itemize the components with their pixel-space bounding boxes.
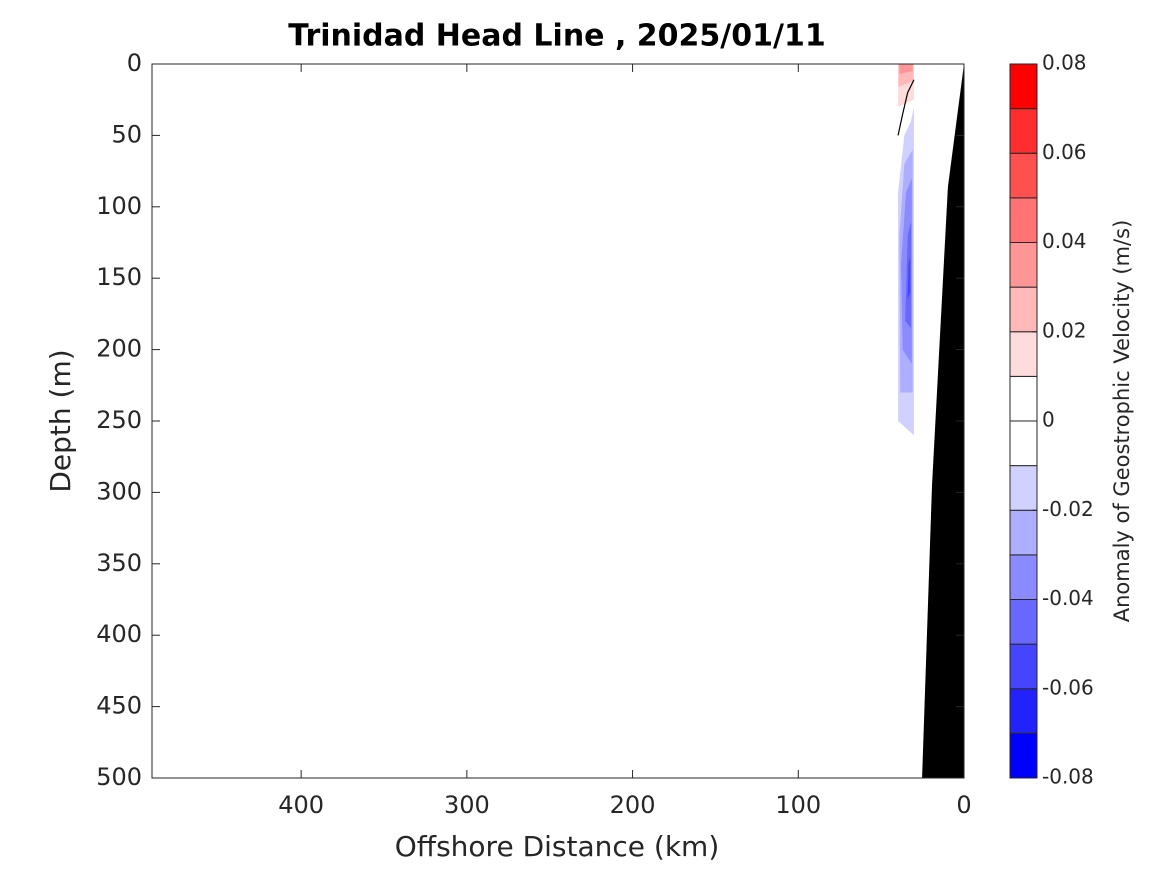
y-axis-label: Depth (m) [44,349,77,492]
y-tick-label: 150 [96,263,142,291]
y-tick-label: 450 [96,692,142,720]
colorbar-band [1009,732,1038,779]
y-tick-label: 0 [127,49,142,77]
y-tick-label: 400 [96,620,142,648]
y-tick-label: 300 [96,477,142,505]
x-tick-label: 300 [444,791,490,819]
colorbar-band [1009,197,1038,243]
colorbar-tick-label: 0.04 [1042,229,1087,253]
colorbar-tick-label: 0.08 [1042,51,1087,75]
contour-region [899,64,913,74]
colorbar-label: Anomaly of Geostrophic Velocity (m/s) [1110,220,1134,623]
y-tick-label: 500 [96,763,142,791]
colorbar-band [1009,643,1038,690]
colorbar-tick-label: -0.08 [1042,765,1094,789]
colorbar-band [1009,420,1038,467]
colorbar-band [1009,599,1038,645]
colorbar-band [1009,242,1038,288]
x-tick-label: 100 [775,791,821,819]
x-axis-label: Offshore Distance (km) [395,830,720,863]
contour-line [897,79,915,136]
colorbar-band [1009,152,1038,199]
colorbar-band [1009,108,1038,154]
colorbar-band [1009,63,1038,110]
colorbar-band [1009,554,1038,600]
colorbar-band [1009,465,1038,511]
x-tick-label: 200 [610,791,656,819]
bathymetry [922,64,964,778]
y-tick-label: 250 [96,406,142,434]
colorbar-band [1009,509,1038,556]
colorbar-tick-label: 0 [1042,408,1055,432]
y-tick-label: 100 [96,192,142,220]
colorbar-tick-label: -0.02 [1042,497,1094,521]
contour-region [907,256,911,300]
colorbar-tick-label: -0.06 [1042,675,1094,699]
colorbar-tick-label: 0.02 [1042,318,1087,342]
colorbar-tick-label: -0.04 [1042,586,1094,610]
contour-region [905,221,911,329]
colorbar-band [1009,375,1038,422]
colorbar-band [1009,286,1038,333]
y-tick-label: 200 [96,335,142,363]
plot-frame [151,63,965,779]
x-tick-label: 400 [278,791,324,819]
colorbar-tick-label: 0.06 [1042,140,1087,164]
y-tick-label: 350 [96,549,142,577]
x-tick-label: 0 [956,791,971,819]
colorbar-band [1009,688,1038,734]
colorbar-band [1009,331,1038,377]
chart-title: Trinidad Head Line , 2025/01/11 [288,19,825,54]
y-tick-label: 50 [111,120,142,148]
